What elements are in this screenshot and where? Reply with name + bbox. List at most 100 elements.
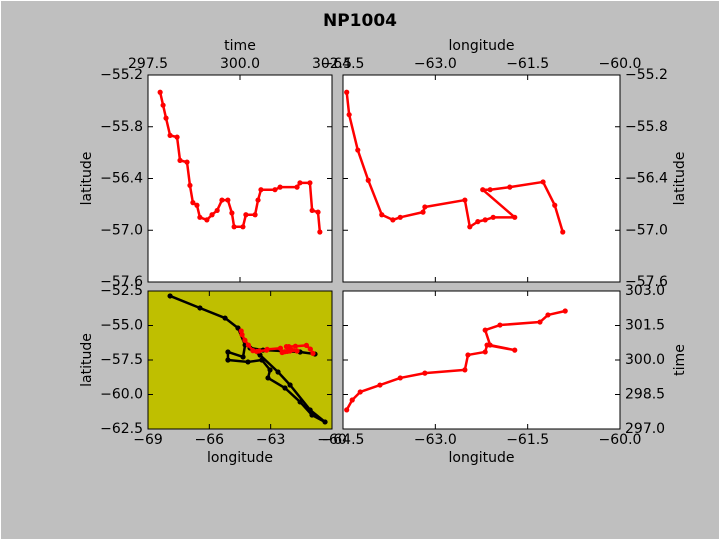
track-point — [462, 197, 468, 203]
track-point — [562, 308, 568, 314]
track-point — [243, 212, 249, 218]
track-point — [465, 352, 471, 358]
track-point — [297, 180, 303, 186]
track-point — [560, 229, 566, 235]
track-point — [219, 197, 225, 203]
y-tick-label: 300.0 — [625, 352, 665, 368]
y-axis-label: latitude — [79, 152, 95, 206]
track-point — [225, 197, 231, 203]
track-point — [190, 200, 196, 206]
track-point — [357, 389, 363, 395]
track-point — [379, 212, 385, 218]
x-tick-label: 300.0 — [220, 56, 260, 72]
x-tick-label: −64.5 — [322, 432, 365, 448]
y-tick-label: −57.6 — [100, 274, 143, 290]
figure-title: NP1004 — [323, 11, 397, 31]
track-point — [365, 177, 371, 183]
track-point — [282, 385, 288, 391]
x-axis-label: longitude — [207, 450, 273, 466]
track-point — [545, 312, 551, 318]
track-point — [287, 382, 293, 388]
track-point — [397, 214, 403, 220]
track-point — [225, 349, 231, 355]
track-point — [255, 197, 261, 203]
track-point — [487, 187, 493, 193]
track-point — [287, 348, 293, 354]
track-point — [420, 209, 426, 215]
y-axis-label: time — [672, 344, 688, 376]
track-point — [512, 347, 518, 353]
plot-background — [148, 75, 332, 282]
track-point — [309, 207, 315, 214]
track-point — [174, 134, 180, 140]
track-point — [258, 187, 264, 193]
track-point — [317, 229, 323, 235]
track-point — [462, 367, 468, 373]
track-point — [310, 350, 316, 356]
track-point — [355, 147, 361, 153]
track-point — [307, 180, 313, 186]
y-tick-label: −56.4 — [625, 171, 668, 187]
x-tick-label: 297.5 — [128, 56, 168, 72]
track-point — [552, 202, 558, 208]
track-point — [349, 397, 355, 403]
x-axis-label: longitude — [449, 38, 515, 54]
track-point — [507, 184, 513, 190]
y-tick-label: 297.0 — [625, 421, 665, 437]
y-tick-label: −62.5 — [100, 421, 143, 437]
x-tick-label: −60.0 — [599, 432, 642, 448]
x-tick-label: −64.5 — [322, 56, 365, 72]
x-tick-label: −63.0 — [414, 56, 457, 72]
track-point — [257, 352, 263, 358]
track-point — [177, 157, 183, 163]
track-point — [377, 382, 383, 388]
track-point — [422, 370, 428, 376]
track-point — [256, 348, 262, 354]
track-point — [286, 344, 292, 350]
track-point — [225, 357, 231, 363]
x-tick-label: −60.0 — [599, 56, 642, 72]
track-point — [252, 212, 258, 218]
track-point — [346, 112, 352, 118]
y-axis-label: latitude — [672, 152, 688, 206]
y-tick-label: 301.5 — [625, 318, 665, 334]
track-point — [480, 187, 486, 193]
track-point — [275, 369, 281, 375]
track-point — [245, 359, 251, 365]
track-point — [344, 89, 350, 95]
track-point — [222, 315, 228, 321]
track-point — [239, 332, 245, 338]
track-point — [482, 327, 488, 333]
track-point — [231, 224, 237, 230]
track-point — [187, 182, 193, 188]
plot-background — [343, 75, 620, 282]
x-axis-label: longitude — [449, 450, 515, 466]
track-point — [540, 179, 546, 185]
x-tick-label: −63 — [256, 432, 286, 448]
track-point — [160, 102, 166, 108]
track-point — [294, 348, 300, 354]
track-point — [277, 345, 284, 351]
x-tick-label: −69 — [133, 432, 163, 448]
track-point — [490, 214, 496, 220]
track-point — [264, 346, 270, 352]
track-point — [467, 224, 473, 230]
track-point — [475, 219, 481, 225]
y-tick-label: −55.2 — [100, 67, 143, 83]
x-tick-label: 302.5 — [312, 56, 352, 72]
track-point — [229, 210, 235, 216]
track-point — [512, 214, 518, 220]
x-tick-label: −61.5 — [506, 56, 549, 72]
track-point — [209, 212, 215, 218]
track-point — [397, 375, 403, 381]
y-tick-label: −55.0 — [100, 318, 143, 334]
track-point — [297, 399, 303, 405]
y-tick-label: −57.0 — [100, 222, 143, 238]
x-tick-label: −60 — [317, 432, 347, 448]
track-point — [184, 159, 190, 165]
y-axis-label: latitude — [79, 333, 95, 387]
track-point — [267, 367, 273, 373]
track-point — [277, 184, 283, 190]
y-tick-label: −52.5 — [100, 283, 143, 299]
